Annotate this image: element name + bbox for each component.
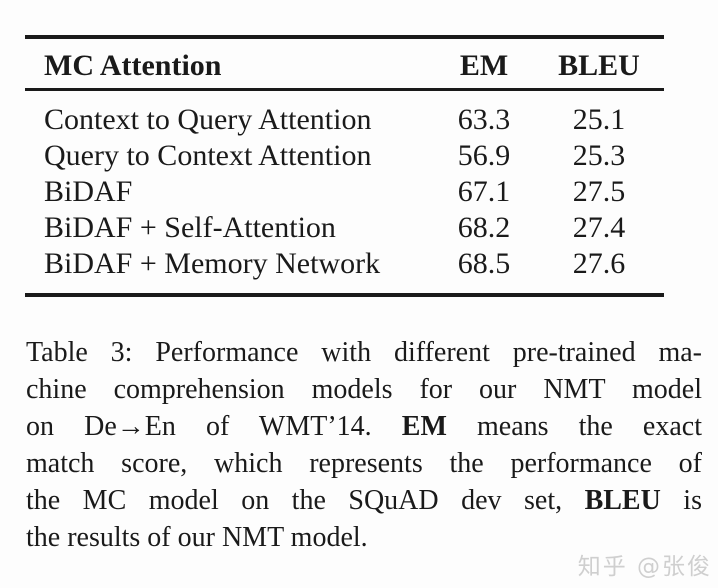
zhihu-watermark: 知乎 @张俊 (577, 554, 712, 580)
model-name: BiDAF + Self-Attention (44, 211, 336, 244)
caption-text-segment: match score, which represents the perfor… (26, 448, 702, 479)
em-value: 67.1 (457, 175, 511, 208)
caption-line: on De→En of WMT’14. EM means the exact (26, 408, 702, 445)
table-row: BiDAF + Self-Attention 68.2 27.4 (0, 210, 718, 246)
em-value: 56.9 (457, 139, 511, 172)
em-value: 63.3 (457, 103, 511, 136)
caption-line: the MC model on the SQuAD dev set, BLEU … (26, 482, 702, 519)
caption-text-segment: the MC model on the SQuAD dev set, (26, 485, 585, 516)
table-mid-rule (25, 88, 664, 91)
bleu-value: 25.3 (572, 139, 626, 172)
table-bottom-rule (25, 293, 664, 297)
col-header-mc-attention: MC Attention (44, 49, 222, 82)
table-row: Query to Context Attention 56.9 25.3 (0, 138, 718, 174)
model-name: BiDAF + Memory Network (44, 247, 381, 280)
model-name: Query to Context Attention (44, 139, 372, 172)
em-value: 68.2 (457, 211, 511, 244)
col-header-em: EM (459, 49, 509, 82)
caption-line: the results of our NMT model. (26, 519, 702, 556)
caption-text-segment: chine comprehension models for our NMT m… (26, 374, 702, 405)
table-row: BiDAF + Memory Network 68.5 27.6 (0, 246, 718, 282)
caption-bold-term: BLEU (584, 485, 661, 516)
caption-bold-term: EM (401, 411, 447, 442)
caption-line: chine comprehension models for our NMT m… (26, 371, 702, 408)
table-row: Context to Query Attention 63.3 25.1 (0, 102, 718, 138)
table-header-row: MC Attention EM BLEU (0, 47, 718, 85)
caption-text-segment: means the exact (446, 411, 702, 442)
col-header-bleu: BLEU (558, 49, 640, 82)
table-top-rule (25, 35, 664, 39)
table-caption: Table 3: Performance with different pre-… (26, 334, 702, 556)
table-row: BiDAF 67.1 27.5 (0, 174, 718, 210)
bleu-value: 25.1 (572, 103, 626, 136)
bleu-value: 27.6 (572, 247, 626, 280)
caption-text-segment: is (660, 485, 702, 516)
model-name: Context to Query Attention (44, 103, 372, 136)
bleu-value: 27.4 (572, 211, 626, 244)
bleu-value: 27.5 (572, 175, 626, 208)
caption-line: match score, which represents the perfor… (26, 445, 702, 482)
caption-text-segment: on De→En of WMT’14. (26, 411, 402, 442)
em-value: 68.5 (457, 247, 511, 280)
caption-text-segment: Table 3: Performance with different pre-… (26, 337, 702, 368)
caption-line: Table 3: Performance with different pre-… (26, 334, 702, 371)
caption-text-segment: the results of our NMT model. (26, 522, 368, 553)
model-name: BiDAF (44, 175, 133, 208)
